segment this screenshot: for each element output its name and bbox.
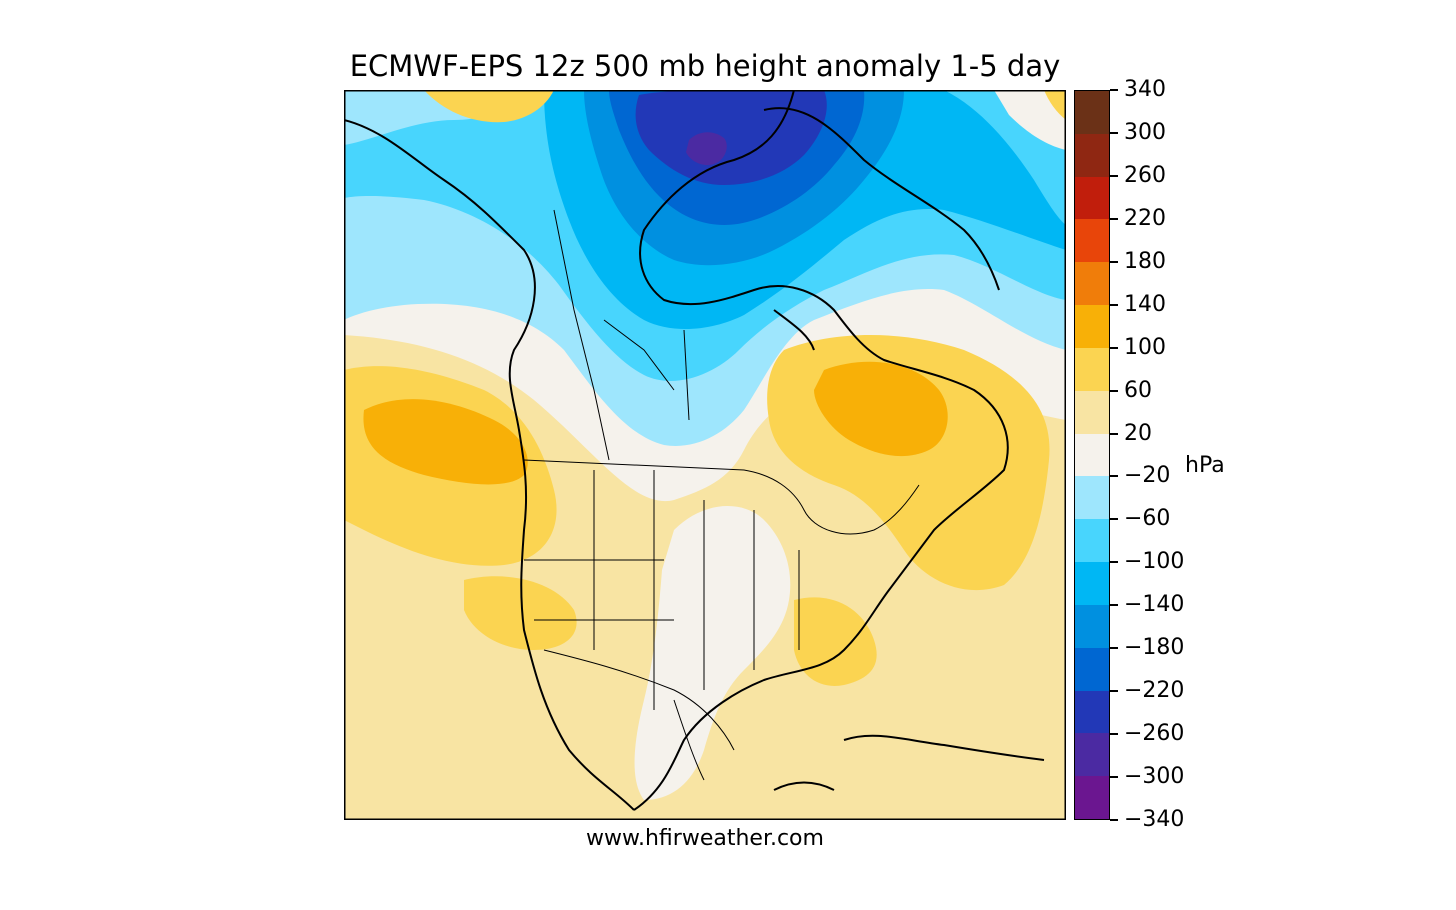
colorbar-segment (1075, 305, 1109, 348)
coastlines (344, 90, 1045, 811)
band-neutral-central (634, 506, 791, 800)
tick-label: 20 (1124, 420, 1152, 446)
tick-label: −180 (1124, 635, 1185, 661)
band-pos-ne (1044, 90, 1066, 120)
colorbar (1074, 90, 1110, 820)
tick-label: −60 (1124, 506, 1171, 532)
colorbar-segment (1075, 176, 1109, 220)
tick-label: −340 (1124, 807, 1185, 832)
colorbar-segment (1075, 690, 1109, 734)
tick-label: 260 (1124, 162, 1166, 188)
band-neg-260-300 (686, 132, 727, 166)
tick-mark (1110, 776, 1118, 779)
band-pos-east-100 (814, 361, 948, 457)
colorbar-segment (1075, 647, 1109, 691)
colorbar-segment (1075, 390, 1109, 434)
colorbar-unit-label: hPa (1185, 453, 1225, 478)
tick-mark (1110, 131, 1118, 134)
tick-label: 140 (1124, 291, 1166, 317)
tick-label: −100 (1124, 549, 1185, 575)
tick-mark (1110, 518, 1118, 521)
tick-mark (1110, 733, 1118, 736)
tick-label: 100 (1124, 334, 1166, 360)
colorbar-segment (1075, 433, 1109, 477)
tick-label: 220 (1124, 205, 1166, 231)
tick-label: −260 (1124, 721, 1185, 747)
band-neutral-ne (994, 90, 1066, 150)
tick-label: −220 (1124, 678, 1185, 704)
colorbar-segment (1075, 776, 1109, 820)
tick-mark (1110, 561, 1118, 564)
tick-mark (1110, 604, 1118, 607)
tick-label: −300 (1124, 764, 1185, 790)
tick-label: 60 (1124, 377, 1152, 403)
band-pos-nw (424, 90, 554, 123)
borders (523, 209, 920, 781)
colorbar-segment (1075, 219, 1109, 263)
tick-mark (1110, 89, 1118, 91)
colorbar-segment (1075, 519, 1109, 563)
credit-text: www.hfirweather.com (586, 826, 824, 851)
tick-mark (1110, 260, 1118, 263)
colorbar-segment (1075, 476, 1109, 520)
tick-mark (1110, 432, 1118, 435)
tick-label: 340 (1124, 77, 1166, 102)
band-pos-pacific-100 (363, 399, 528, 485)
tick-mark (1110, 174, 1118, 177)
band-pos-southwest (464, 576, 577, 650)
map-svg (344, 90, 1066, 820)
colorbar-segment (1075, 91, 1109, 134)
colorbar-segment (1075, 562, 1109, 605)
tick-label: −20 (1124, 463, 1171, 489)
tick-label: 300 (1124, 119, 1166, 145)
map-title: ECMWF-EPS 12z 500 mb height anomaly 1-5 … (349, 49, 1061, 83)
tick-mark (1110, 647, 1118, 650)
colorbar-segment (1075, 262, 1109, 306)
tick-mark (1110, 303, 1118, 306)
tick-mark (1110, 389, 1118, 392)
tick-mark (1110, 690, 1118, 693)
colorbar-segment (1075, 604, 1109, 648)
band-neg-220-260 (635, 90, 827, 185)
tick-mark (1110, 217, 1118, 220)
map-border (344, 90, 1066, 820)
tick-mark (1110, 819, 1118, 821)
colorbar-segment (1075, 133, 1109, 177)
anomaly-map (344, 90, 1066, 820)
band-pos-se (794, 597, 877, 686)
tick-label: 180 (1124, 248, 1166, 274)
tick-label: −140 (1124, 592, 1185, 618)
tick-mark (1110, 475, 1118, 478)
colorbar-segment (1075, 733, 1109, 777)
tick-mark (1110, 346, 1118, 349)
colorbar-ticks: 340 300 260 220 180 140 100 60 20 −20 −60 −100 −140 −… (1110, 77, 1270, 832)
colorbar-segment (1075, 347, 1109, 391)
